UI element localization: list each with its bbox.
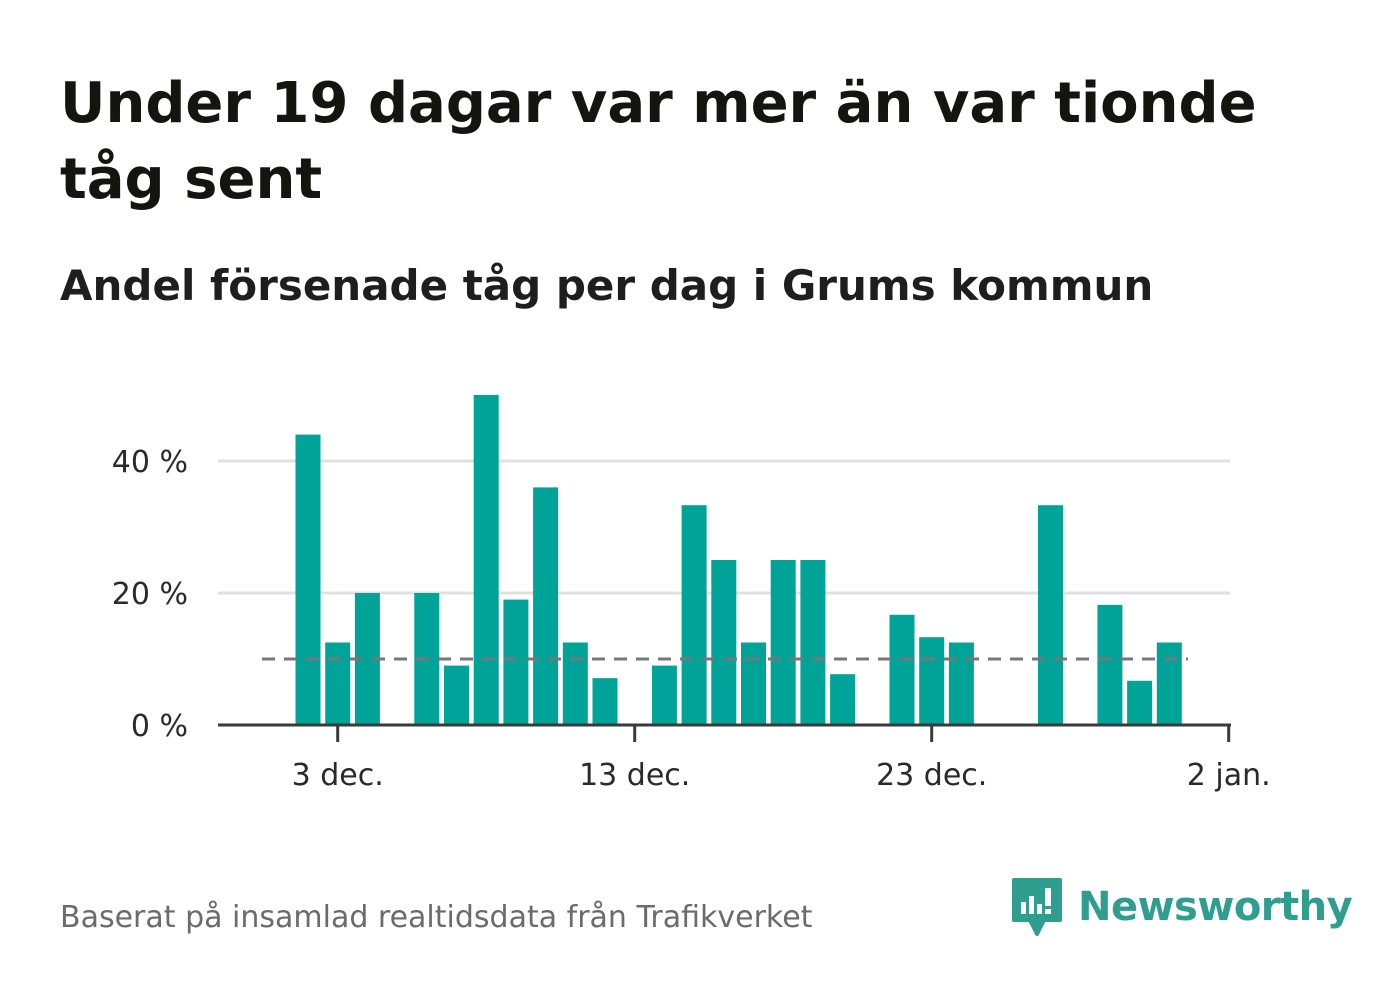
bar (889, 614, 915, 725)
bar (325, 642, 351, 725)
logo-text: Newsworthy (1078, 884, 1353, 930)
bar (503, 599, 529, 725)
x-tick-label: 3 dec. (292, 758, 384, 793)
y-tick-label: 0 % (131, 709, 188, 744)
bars (295, 395, 1182, 725)
y-axis-labels: 0 % 20 % 40 % (112, 445, 188, 744)
x-tick-label: 23 dec. (876, 758, 987, 793)
newsworthy-logo: Newsworthy (1010, 876, 1353, 938)
newsworthy-logo-icon (1012, 878, 1062, 936)
bar (770, 560, 796, 725)
chart-subtitle: Andel försenade tåg per dag i Grums komm… (60, 261, 1154, 310)
bar (741, 642, 766, 725)
y-tick-label: 40 % (112, 445, 188, 480)
bar (651, 665, 677, 725)
source-note: Baserat på insamlad realtidsdata från Tr… (60, 900, 813, 935)
bar (711, 560, 737, 725)
bar (681, 505, 707, 725)
bar (919, 637, 945, 725)
chart-title: Under 19 dagar var mer än var tionde tåg… (60, 71, 1257, 212)
bar (800, 560, 826, 725)
y-tick-label: 20 % (112, 577, 188, 612)
x-axis: 3 dec. 13 dec. 23 dec. 2 jan. (218, 723, 1271, 793)
bar (948, 642, 974, 725)
x-tick-label: 13 dec. (579, 758, 690, 793)
x-tick-label: 2 jan. (1187, 758, 1271, 793)
bar (830, 674, 856, 725)
bar (1038, 505, 1063, 725)
bar (1097, 604, 1123, 725)
bar (562, 642, 588, 725)
bar (295, 434, 321, 725)
bar (592, 678, 618, 725)
bar (473, 395, 499, 725)
bar (533, 487, 559, 725)
bar (444, 665, 469, 725)
bar (1156, 642, 1182, 725)
bar (1127, 680, 1153, 725)
